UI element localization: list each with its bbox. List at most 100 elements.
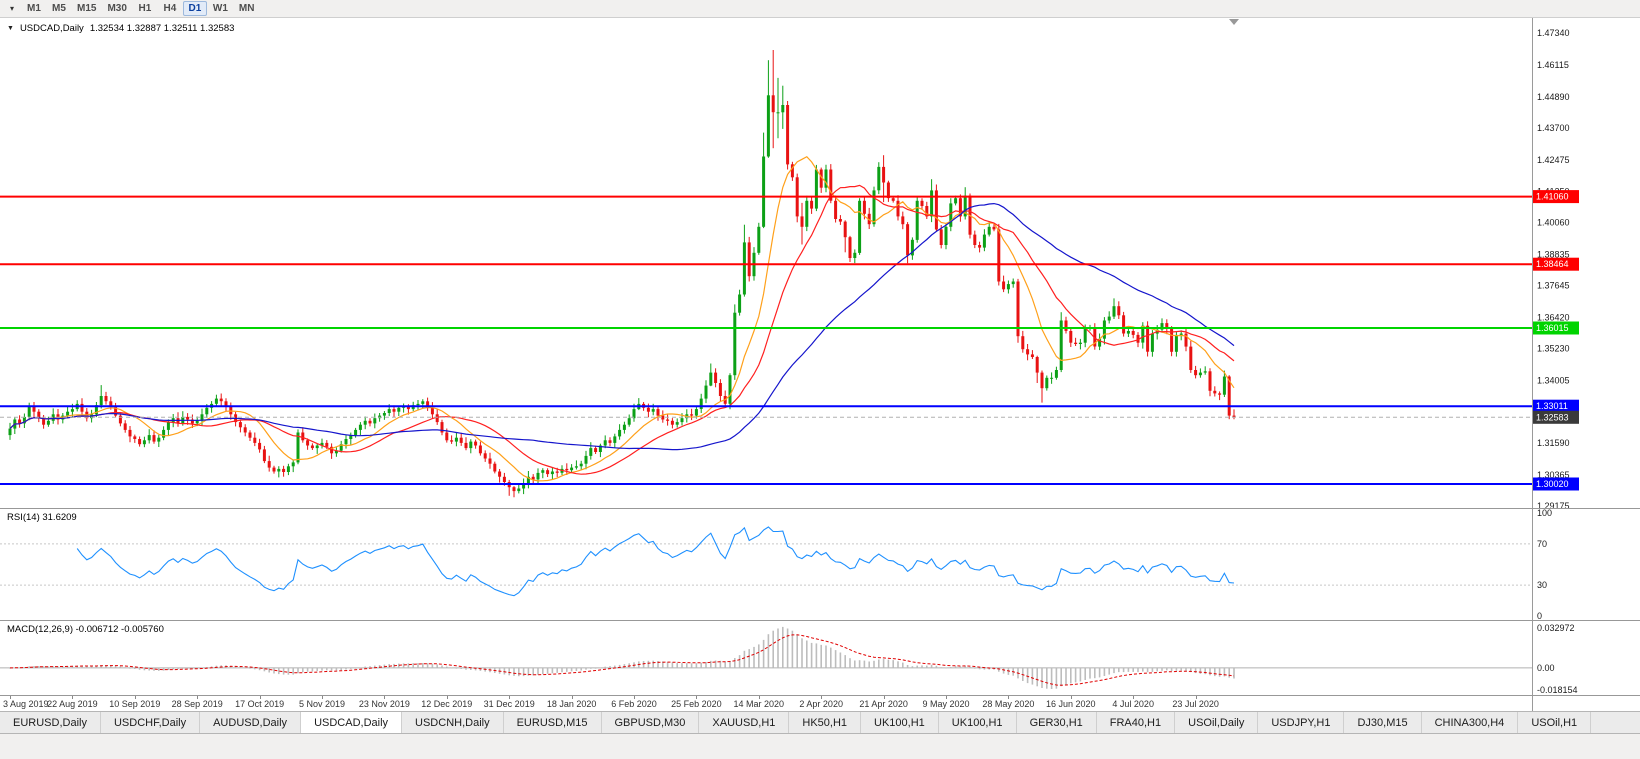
time-axis-tick bbox=[571, 696, 573, 699]
time-axis-tick bbox=[1133, 696, 1135, 699]
tab-xauusd-h1[interactable]: XAUUSD,H1 bbox=[699, 712, 790, 733]
rsi-canvas[interactable]: 100 70 30 0 bbox=[0, 509, 1640, 620]
period-button-m1[interactable]: M1 bbox=[27, 3, 41, 14]
time-axis-label: 3 Aug 2019 bbox=[3, 699, 49, 709]
price-axis-label: 1.29175 bbox=[1537, 501, 1570, 508]
tab-ger30-h1[interactable]: GER30,H1 bbox=[1016, 712, 1097, 733]
chart-context-icon[interactable]: ▼ bbox=[7, 25, 14, 32]
macd-panel: 0.032972 0.00 -0.018154 MACD(12,26,9) -0.0… bbox=[0, 620, 1640, 695]
period-button-h1[interactable]: H1 bbox=[138, 3, 152, 14]
macd-axis-label: 0.00 bbox=[1537, 663, 1555, 673]
macd-canvas[interactable]: 0.032972 0.00 -0.018154 bbox=[0, 621, 1640, 695]
time-axis-tick bbox=[259, 696, 261, 699]
tab-usdcad-daily[interactable]: USDCAD,Daily bbox=[301, 712, 403, 733]
price-axis-label: 1.44890 bbox=[1537, 92, 1570, 102]
time-axis-tick bbox=[696, 696, 698, 699]
tab-dj30-m15[interactable]: DJ30,M15 bbox=[1344, 712, 1422, 733]
tab-uk100-h1[interactable]: UK100,H1 bbox=[938, 712, 1017, 733]
time-axis-tick bbox=[758, 696, 760, 699]
time-axis-tick bbox=[322, 696, 323, 699]
tab-hk50-h1[interactable]: HK50,H1 bbox=[789, 712, 862, 733]
time-axis-tick bbox=[634, 696, 635, 699]
period-button-m15[interactable]: M15 bbox=[77, 3, 97, 14]
time-axis-label: 28 Sep 2019 bbox=[171, 699, 223, 709]
period-button-w1[interactable]: W1 bbox=[212, 3, 228, 14]
macd-histogram bbox=[9, 626, 1235, 689]
timeframe-buttons: M1 M5 M15 M30 H1 H4 D1 W1 MN bbox=[22, 0, 259, 17]
tab-usoil-h1[interactable]: USOil,H1 bbox=[1518, 712, 1592, 733]
tab-usdcnh-daily[interactable]: USDCNH,Daily bbox=[402, 712, 504, 733]
time-axis-label: 10 Sep 2019 bbox=[109, 699, 161, 709]
time-axis-tick bbox=[384, 696, 386, 699]
panel-splitter[interactable] bbox=[0, 506, 1640, 511]
timeframe-dropdown-button[interactable]: ▾ bbox=[3, 1, 21, 16]
tab-usdjpy-h1[interactable]: USDJPY,H1 bbox=[1258, 712, 1345, 733]
time-axis-tick bbox=[1008, 696, 1010, 699]
time-axis-tick bbox=[72, 696, 74, 699]
tab-usoil-daily[interactable]: USOil,Daily bbox=[1175, 712, 1259, 733]
time-axis-label: 31 Dec 2019 bbox=[483, 699, 535, 709]
time-axis-label: 21 Apr 2020 bbox=[859, 699, 908, 709]
time-axis-label: 2 Apr 2020 bbox=[799, 699, 843, 709]
period-button-h4[interactable]: H4 bbox=[163, 3, 177, 14]
time-axis-tick bbox=[821, 696, 823, 699]
period-button-m30[interactable]: M30 bbox=[107, 3, 127, 14]
macd-signal-line bbox=[9, 634, 1235, 686]
time-axis-label: 4 Jul 2020 bbox=[1112, 699, 1154, 709]
svg-text:1.38464: 1.38464 bbox=[1536, 259, 1569, 269]
time-axis-label: 16 Jun 2020 bbox=[1046, 699, 1096, 709]
tab-eurusd-m15[interactable]: EURUSD,M15 bbox=[503, 712, 602, 733]
svg-text:1.36015: 1.36015 bbox=[1536, 323, 1569, 333]
period-button-d1[interactable]: D1 bbox=[182, 1, 207, 16]
time-axis-label: 23 Nov 2019 bbox=[358, 699, 410, 709]
time-axis-label: 17 Oct 2019 bbox=[235, 699, 285, 709]
rsi-axis-label: 70 bbox=[1537, 539, 1547, 549]
candles-layer bbox=[8, 50, 1236, 498]
price-chart-canvas[interactable]: 1.473401.461151.448901.437001.424751.412… bbox=[0, 18, 1640, 508]
macd-axis-label: -0.018154 bbox=[1537, 685, 1578, 695]
tab-usdchf-daily[interactable]: USDCHF,Daily bbox=[100, 712, 201, 733]
main-chart-panel: 1.473401.461151.448901.437001.424751.412… bbox=[0, 18, 1640, 508]
svg-text:1.32583: 1.32583 bbox=[1536, 412, 1569, 422]
time-axis-label: 23 Jul 2020 bbox=[1172, 699, 1219, 709]
time-axis-label: 18 Jan 2020 bbox=[546, 699, 597, 709]
period-button-mn[interactable]: MN bbox=[238, 3, 255, 14]
svg-text:1.30020: 1.30020 bbox=[1536, 479, 1569, 489]
tab-audusd-daily[interactable]: AUDUSD,Daily bbox=[200, 712, 302, 733]
price-axis-label: 1.47340 bbox=[1537, 28, 1570, 38]
price-line-badge bbox=[1533, 257, 1579, 271]
tab-gbpusd-m30[interactable]: GBPUSD,M30 bbox=[601, 712, 700, 733]
rsi-axis-label: 0 bbox=[1537, 611, 1542, 620]
time-axis-tick bbox=[946, 696, 947, 699]
time-axis-tick bbox=[134, 696, 136, 699]
chart-tabs: EURUSD,Daily USDCHF,Daily AUDUSD,Daily USDC… bbox=[0, 711, 1640, 733]
tab-fra40-h1[interactable]: FRA40,H1 bbox=[1096, 712, 1176, 733]
time-axis-tick bbox=[10, 696, 11, 699]
ma-line-fast bbox=[9, 155, 1235, 482]
time-axis-tick bbox=[1070, 696, 1072, 699]
time-axis-label: 6 Feb 2020 bbox=[611, 699, 657, 709]
price-axis-label: 1.30365 bbox=[1537, 470, 1570, 480]
tab-eurusd-daily[interactable]: EURUSD,Daily bbox=[0, 712, 101, 733]
chart-title: ▼ USDCAD,Daily 1.32534 1.32887 1.32511 1… bbox=[7, 23, 234, 34]
status-bar bbox=[0, 733, 1640, 759]
tab-china300-h4[interactable]: CHINA300,H4 bbox=[1421, 712, 1519, 733]
current-price-badge bbox=[1533, 410, 1579, 424]
time-axis-label: 25 Feb 2020 bbox=[671, 699, 722, 709]
price-line-badge bbox=[1533, 321, 1579, 335]
axis-separator bbox=[1532, 696, 1533, 711]
ma-line-medium bbox=[9, 184, 1235, 475]
time-axis-tick bbox=[446, 696, 448, 699]
time-axis-label: 9 May 2020 bbox=[922, 699, 970, 709]
price-axis-label: 1.36420 bbox=[1537, 312, 1570, 322]
tab-uk100-h1[interactable]: UK100,H1 bbox=[861, 712, 939, 733]
price-axis-label: 1.35230 bbox=[1537, 343, 1570, 353]
chart-ohlc-values: 1.32534 1.32887 1.32511 1.32583 bbox=[89, 23, 235, 34]
price-line-badge bbox=[1533, 477, 1579, 491]
time-axis-tick bbox=[509, 696, 511, 699]
time-axis[interactable]: 3 Aug 2019 22 Aug 2019 10 Sep 2019 28 Sep 2… bbox=[0, 695, 1640, 711]
period-button-m5[interactable]: M5 bbox=[52, 3, 66, 14]
panel-splitter[interactable] bbox=[0, 618, 1640, 623]
macd-axis-label: 0.032972 bbox=[1537, 623, 1575, 633]
